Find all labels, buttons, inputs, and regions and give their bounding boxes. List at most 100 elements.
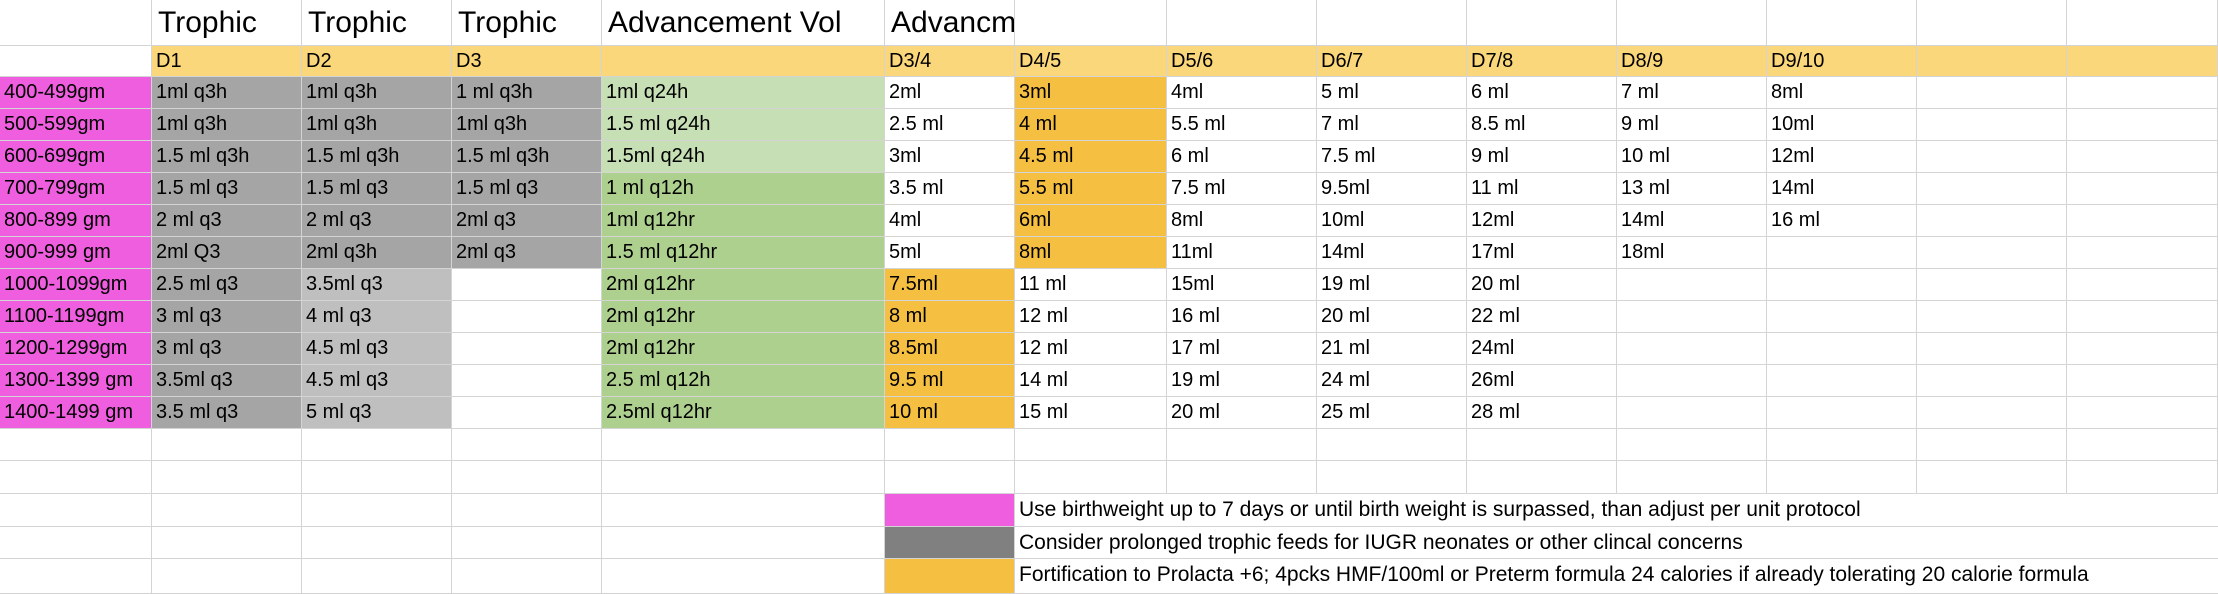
day-label-cell[interactable] — [602, 46, 885, 77]
volume-cell[interactable]: 7.5 ml — [1167, 173, 1317, 205]
volume-cell[interactable]: 3 ml q3 — [152, 301, 302, 333]
volume-cell[interactable]: 8 ml — [885, 301, 1015, 333]
volume-cell[interactable]: 2ml q12hr — [602, 301, 885, 333]
empty-cell[interactable] — [1167, 461, 1317, 494]
header-cell[interactable]: Trophic — [302, 0, 452, 46]
volume-cell[interactable]: 4.5 ml — [1015, 141, 1167, 173]
volume-cell[interactable]: 1 ml q12h — [602, 173, 885, 205]
volume-cell[interactable]: 5 ml q3 — [302, 397, 452, 429]
header-cell[interactable]: Trophic — [152, 0, 302, 46]
volume-cell[interactable]: 14ml — [1317, 237, 1467, 269]
volume-cell[interactable]: 28 ml — [1467, 397, 1617, 429]
volume-cell[interactable]: 2.5ml q12hr — [602, 397, 885, 429]
volume-cell[interactable]: 17 ml — [1167, 333, 1317, 365]
volume-cell[interactable]: 5ml — [885, 237, 1015, 269]
empty-cell[interactable] — [152, 461, 302, 494]
empty-cell[interactable] — [885, 461, 1015, 494]
volume-cell[interactable]: 2.5 ml — [885, 109, 1015, 141]
empty-cell[interactable] — [602, 494, 885, 527]
day-label-cell[interactable]: D3/4 — [885, 46, 1015, 77]
volume-cell[interactable]: 1.5 ml q3h — [302, 141, 452, 173]
day-label-cell[interactable] — [2067, 46, 2218, 77]
volume-cell[interactable]: 20 ml — [1167, 397, 1317, 429]
volume-cell[interactable]: 22 ml — [1467, 301, 1617, 333]
volume-cell[interactable]: 6ml — [1015, 205, 1167, 237]
day-label-cell[interactable]: D6/7 — [1317, 46, 1467, 77]
empty-cell[interactable] — [602, 461, 885, 494]
volume-cell[interactable]: 1.5 ml q3 — [152, 173, 302, 205]
empty-cell[interactable] — [1015, 429, 1167, 461]
empty-cell[interactable] — [1767, 461, 1917, 494]
empty-cell[interactable] — [302, 559, 452, 594]
volume-cell[interactable]: 16 ml — [1767, 205, 1917, 237]
volume-cell[interactable]: 12ml — [1767, 141, 1917, 173]
empty-cell[interactable] — [452, 461, 602, 494]
volume-cell[interactable]: 5.5 ml — [1015, 173, 1167, 205]
volume-cell[interactable]: 10 ml — [885, 397, 1015, 429]
header-cell[interactable]: Advancment — [885, 0, 1015, 46]
header-cell[interactable]: Trophic — [452, 0, 602, 46]
volume-cell[interactable]: 3.5 ml q3 — [152, 397, 302, 429]
empty-cell[interactable] — [602, 527, 885, 559]
volume-cell[interactable]: 10ml — [1317, 205, 1467, 237]
header-cell[interactable] — [0, 0, 152, 46]
empty-cell[interactable] — [1917, 461, 2067, 494]
volume-cell[interactable]: 1ml q3h — [302, 109, 452, 141]
volume-cell[interactable] — [452, 333, 602, 365]
legend-text[interactable]: Fortification to Prolacta +6; 4pcks HMF/… — [1015, 559, 2218, 594]
volume-cell[interactable]: 4 ml q3 — [302, 301, 452, 333]
weight-range-cell[interactable]: 1100-1199gm — [0, 301, 152, 333]
header-cell[interactable] — [1467, 0, 1617, 46]
empty-cell[interactable] — [302, 527, 452, 559]
volume-cell[interactable] — [1767, 237, 1917, 269]
volume-cell[interactable]: 2ml q3 — [452, 237, 602, 269]
volume-cell[interactable] — [1767, 269, 1917, 301]
volume-cell[interactable]: 1ml q3h — [152, 77, 302, 109]
volume-cell[interactable] — [1617, 365, 1767, 397]
volume-cell[interactable] — [1917, 109, 2067, 141]
volume-cell[interactable]: 11ml — [1167, 237, 1317, 269]
volume-cell[interactable]: 2ml q12hr — [602, 269, 885, 301]
volume-cell[interactable]: 1.5 ml q3h — [152, 141, 302, 173]
header-cell[interactable] — [1167, 0, 1317, 46]
volume-cell[interactable] — [452, 269, 602, 301]
empty-cell[interactable] — [1617, 429, 1767, 461]
volume-cell[interactable] — [1917, 301, 2067, 333]
legend-text[interactable]: Use birthweight up to 7 days or until bi… — [1015, 494, 2218, 527]
volume-cell[interactable]: 12ml — [1467, 205, 1617, 237]
empty-cell[interactable] — [452, 527, 602, 559]
volume-cell[interactable]: 9 ml — [1617, 109, 1767, 141]
volume-cell[interactable]: 6 ml — [1167, 141, 1317, 173]
volume-cell[interactable] — [1917, 269, 2067, 301]
volume-cell[interactable]: 15 ml — [1015, 397, 1167, 429]
volume-cell[interactable] — [1617, 301, 1767, 333]
header-cell[interactable] — [1767, 0, 1917, 46]
weight-range-cell[interactable]: 400-499gm — [0, 77, 152, 109]
empty-cell[interactable] — [1317, 429, 1467, 461]
volume-cell[interactable]: 16 ml — [1167, 301, 1317, 333]
volume-cell[interactable]: 1.5 ml q12hr — [602, 237, 885, 269]
volume-cell[interactable]: 11 ml — [1467, 173, 1617, 205]
volume-cell[interactable] — [1767, 333, 1917, 365]
volume-cell[interactable]: 3ml — [1015, 77, 1167, 109]
volume-cell[interactable]: 21 ml — [1317, 333, 1467, 365]
volume-cell[interactable]: 9.5 ml — [885, 365, 1015, 397]
empty-cell[interactable] — [602, 429, 885, 461]
weight-range-cell[interactable]: 1300-1399 gm — [0, 365, 152, 397]
empty-cell[interactable] — [0, 461, 152, 494]
volume-cell[interactable]: 1ml q3h — [302, 77, 452, 109]
empty-cell[interactable] — [1617, 461, 1767, 494]
volume-cell[interactable]: 3.5ml q3 — [152, 365, 302, 397]
header-cell[interactable] — [2067, 0, 2218, 46]
volume-cell[interactable]: 2ml — [885, 77, 1015, 109]
legend-swatch[interactable] — [885, 494, 1015, 527]
volume-cell[interactable]: 4 ml — [1015, 109, 1167, 141]
volume-cell[interactable]: 3.5 ml — [885, 173, 1015, 205]
weight-range-cell[interactable]: 900-999 gm — [0, 237, 152, 269]
volume-cell[interactable] — [1617, 333, 1767, 365]
volume-cell[interactable]: 7.5 ml — [1317, 141, 1467, 173]
day-label-cell[interactable]: D5/6 — [1167, 46, 1317, 77]
volume-cell[interactable]: 12 ml — [1015, 333, 1167, 365]
volume-cell[interactable]: 8.5 ml — [1467, 109, 1617, 141]
header-cell[interactable] — [1015, 0, 1167, 46]
